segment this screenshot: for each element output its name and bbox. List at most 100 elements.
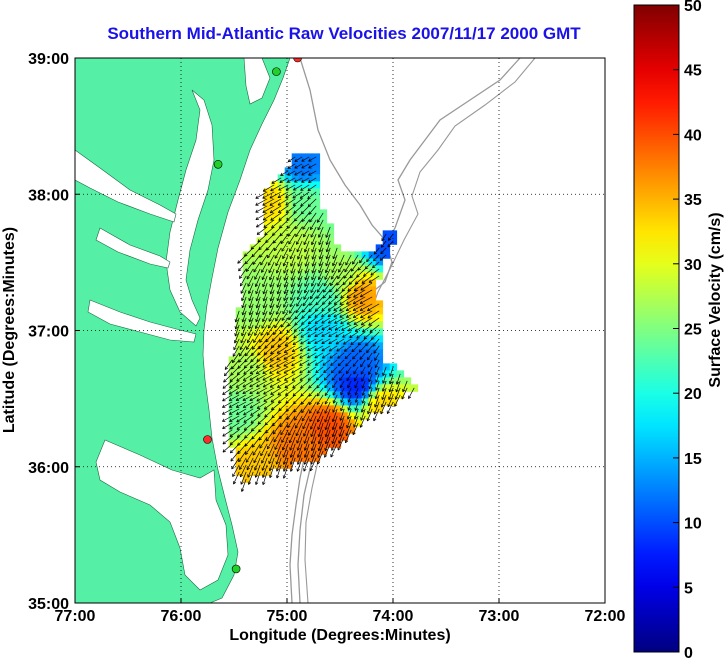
velocity-vector-head xyxy=(276,370,280,374)
velocity-vector-head xyxy=(345,307,350,312)
velocity-vector-head xyxy=(302,425,306,430)
velocity-vector-head xyxy=(354,384,358,389)
velocity-vector-head xyxy=(243,371,247,375)
velocity-vector-head xyxy=(368,322,372,326)
velocity-vector-head xyxy=(330,447,335,451)
colorbar-fill xyxy=(634,5,679,652)
velocity-vector xyxy=(263,289,268,302)
velocity-vector xyxy=(236,422,247,430)
velocity-vector xyxy=(255,317,261,329)
velocity-vector xyxy=(258,338,268,350)
velocity-vector xyxy=(359,296,373,304)
velocity-vector xyxy=(332,247,338,260)
velocity-vector xyxy=(277,289,282,302)
velocity-vector-head xyxy=(386,410,390,414)
velocity-vector-head xyxy=(261,269,265,273)
velocity-vector xyxy=(277,380,289,388)
velocity-vector xyxy=(290,289,296,301)
velocity-vector xyxy=(230,443,240,454)
velocity-vector xyxy=(269,205,282,214)
velocity-vector xyxy=(299,191,310,199)
velocity-vector-head xyxy=(316,461,321,465)
velocity-vector-head xyxy=(360,363,364,368)
velocity-vector-head xyxy=(248,297,252,302)
velocity-vector-head xyxy=(263,391,267,395)
velocity-vector-head xyxy=(255,481,259,485)
velocity-vector xyxy=(341,324,352,331)
velocity-vector xyxy=(356,331,366,339)
velocity-vector xyxy=(332,401,338,413)
velocity-vector xyxy=(273,324,282,335)
velocity-vector xyxy=(353,415,359,428)
velocity-vector-head xyxy=(296,303,300,307)
velocity-vector xyxy=(242,380,254,388)
velocity-vector-head xyxy=(242,390,246,395)
velocity-vector-head xyxy=(247,283,251,287)
velocity-cell xyxy=(354,272,363,280)
velocity-vector xyxy=(332,415,338,430)
velocity-cell xyxy=(228,391,237,399)
velocity-vector-head xyxy=(304,270,308,274)
velocity-vector xyxy=(296,296,303,307)
velocity-vector xyxy=(308,170,317,176)
velocity-vector-head xyxy=(353,321,357,325)
velocity-vector xyxy=(241,324,247,337)
velocity-vector-head xyxy=(275,270,280,274)
rappahannock-river xyxy=(95,227,171,269)
velocity-vector xyxy=(315,366,324,374)
velocity-cell xyxy=(319,342,328,350)
velocity-vector xyxy=(276,296,282,308)
velocity-vector-head xyxy=(345,314,350,318)
velocity-vector xyxy=(229,415,240,422)
velocity-vector xyxy=(341,282,352,292)
velocity-vector-head xyxy=(360,287,364,291)
velocity-vector xyxy=(248,324,254,336)
velocity-vector-head xyxy=(359,294,364,298)
velocity-vector-head xyxy=(310,283,315,287)
velocity-vector xyxy=(330,275,338,286)
velocity-vector-head xyxy=(267,325,272,329)
velocity-vector xyxy=(316,289,324,299)
velocity-vector xyxy=(309,296,317,306)
velocity-cell xyxy=(305,314,314,322)
velocity-vector xyxy=(324,436,331,451)
velocity-vector-head xyxy=(255,305,259,309)
velocity-vector-head xyxy=(354,399,359,403)
velocity-vector xyxy=(344,261,352,273)
velocity-vector xyxy=(251,247,261,258)
velocity-vector xyxy=(347,380,352,389)
velocity-vector-head xyxy=(309,418,313,422)
velocity-cell xyxy=(340,328,349,336)
velocity-vector-head xyxy=(324,276,328,280)
velocity-vector xyxy=(348,394,352,403)
velocity-vector-head xyxy=(349,334,353,339)
velocity-cell xyxy=(298,153,307,161)
velocity-cell xyxy=(340,286,349,294)
velocity-vector xyxy=(304,436,310,451)
velocity-vector xyxy=(268,310,275,322)
velocity-cell xyxy=(284,167,293,175)
velocity-vector-head xyxy=(381,396,385,400)
velocity-vector-head xyxy=(290,263,294,267)
velocity-vector xyxy=(262,359,275,368)
velocity-vector xyxy=(290,282,296,294)
velocity-vector xyxy=(314,324,324,331)
velocity-vector xyxy=(285,331,296,340)
velocity-vector-head xyxy=(380,404,385,408)
velocity-vector xyxy=(381,394,387,408)
velocity-vector-head xyxy=(361,392,366,396)
velocity-vector-head xyxy=(241,325,245,330)
velocity-vector-head xyxy=(344,355,349,360)
velocity-vector xyxy=(311,233,317,245)
velocity-cell xyxy=(368,300,377,308)
velocity-vector xyxy=(343,268,352,279)
y-axis-label: Latitude (Degrees:Minutes) xyxy=(1,227,18,433)
velocity-cell xyxy=(326,307,335,315)
velocity-vector xyxy=(327,310,338,318)
velocity-vector-head xyxy=(255,311,259,316)
velocity-vector xyxy=(301,156,310,162)
velocity-vector-head xyxy=(278,209,282,214)
velocity-vector-head xyxy=(308,172,312,176)
velocity-vector-head xyxy=(277,194,281,199)
velocity-vector-head xyxy=(229,433,234,438)
